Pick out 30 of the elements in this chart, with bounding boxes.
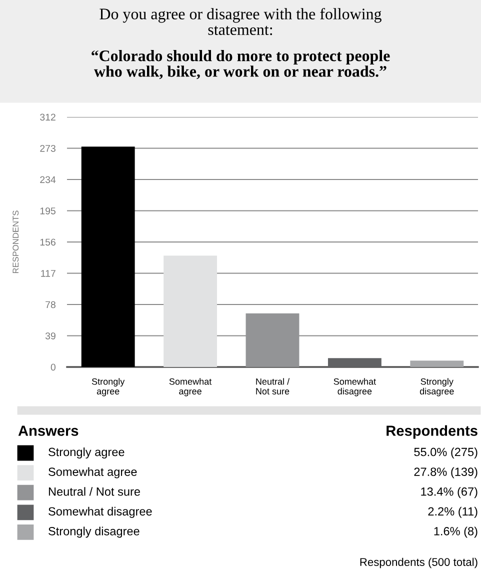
y-tick-label: 156: [40, 238, 56, 246]
category-label: Somewhat agree: [48, 467, 137, 478]
text: 55.0% (275): [414, 447, 478, 458]
x-tick-label: Neutral / Not sure: [256, 378, 290, 394]
x-tick-label: Somewhat agree: [169, 378, 212, 396]
category-label: Somewhat disagree: [48, 506, 152, 518]
y-axis-title: RESPONDENTS: [12, 210, 19, 274]
x-tick-label: Somewhat disagree: [334, 378, 376, 396]
x-tick-label: Strongly agree: [92, 378, 125, 396]
text: 13.4% (67): [421, 487, 478, 498]
y-tick-label: 195: [40, 207, 56, 214]
category-label: Strongly agree: [48, 447, 124, 459]
text: Respondents: [386, 425, 478, 439]
y-tick-label: 273: [40, 144, 56, 152]
y-tick-label: 117: [41, 270, 56, 277]
text: Respondents (500 total): [360, 558, 478, 568]
y-tick-label: 39: [45, 332, 56, 340]
chart-subtitle: “Colorado should do more to protect people who walk, bike, or work on or near roads.”: [92, 50, 390, 80]
y-tick-label: 0: [50, 364, 56, 371]
text: 1.6% (8): [434, 526, 478, 538]
category-label: Neutral / Not sure: [48, 487, 140, 496]
legend-title: Answers: [18, 426, 78, 436]
y-tick-label: 312: [40, 114, 56, 121]
y-tick-label: 78: [46, 301, 56, 308]
x-tick-label: Strongly disagree: [420, 378, 454, 396]
text: 27.8% (139): [414, 467, 478, 478]
y-tick-label: 234: [40, 176, 56, 184]
text: 2.2% (11): [428, 506, 478, 518]
category-label: Strongly disagree: [48, 526, 140, 538]
chart-title: Do you agree or disagree with the following statement:: [100, 8, 382, 36]
